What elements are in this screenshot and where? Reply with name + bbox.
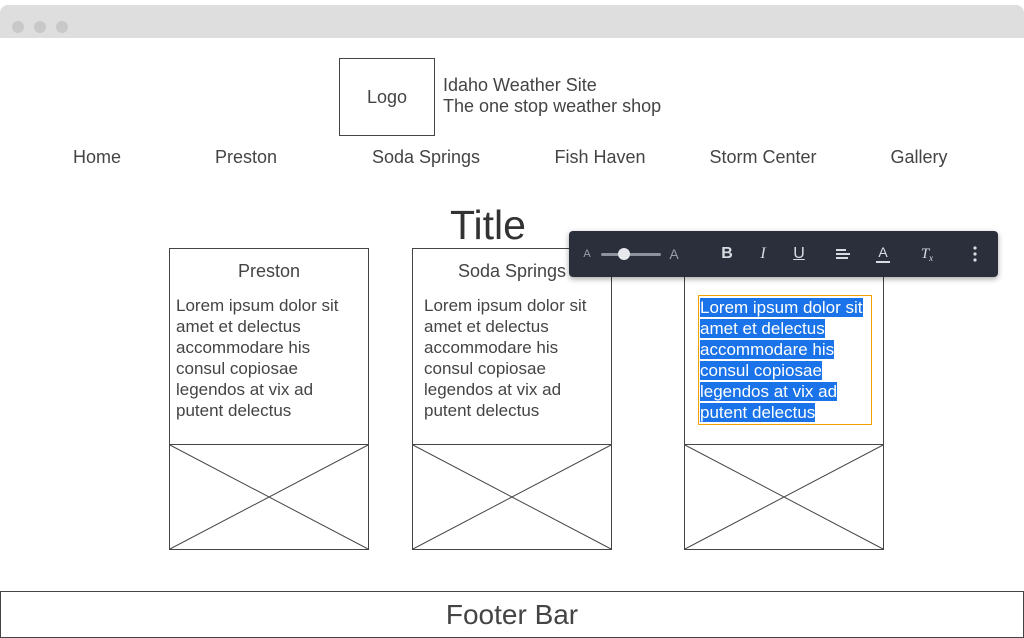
window-close-dot[interactable] <box>12 21 24 33</box>
nav-item-home[interactable]: Home <box>72 147 122 167</box>
logo-label: Logo <box>366 86 408 107</box>
font-size-slider-track[interactable] <box>601 253 661 256</box>
card-preston: Preston Lorem ipsum dolor sit amet et de… <box>169 248 369 550</box>
window-maximize-dot[interactable] <box>56 21 68 33</box>
align-icon <box>836 249 850 259</box>
logo-placeholder: Logo <box>339 58 435 136</box>
selected-text[interactable]: Lorem ipsum dolor sit amet et delectus a… <box>700 298 863 422</box>
image-placeholder <box>684 444 884 550</box>
window-titlebar <box>0 5 1024 38</box>
window-minimize-dot[interactable] <box>34 21 46 33</box>
nav-item-storm-center[interactable]: Storm Center <box>709 147 817 167</box>
underline-icon: U <box>793 245 805 262</box>
image-placeholder-cross-icon <box>413 445 611 549</box>
card-soda-springs: Soda Springs Lorem ipsum dolor sit amet … <box>412 248 612 550</box>
image-placeholder-cross-icon <box>685 445 883 549</box>
image-placeholder <box>412 444 612 550</box>
text-color-button[interactable]: A <box>872 231 894 277</box>
footer-label: Footer Bar <box>445 598 579 630</box>
font-size-slider-thumb[interactable] <box>618 248 630 260</box>
text-format-toolbar: A A B I U A Tx <box>569 231 998 277</box>
site-title: Idaho Weather Site <box>443 75 597 95</box>
text-color-icon: A <box>878 244 888 260</box>
font-size-small-icon: A <box>583 248 591 260</box>
card-text[interactable]: Lorem ipsum dolor sit amet et delectus a… <box>424 296 587 420</box>
font-size-large-icon: A <box>669 246 679 262</box>
card-third: Lorem ipsum dolor sit amet et delectus a… <box>684 248 884 550</box>
nav-item-gallery[interactable]: Gallery <box>890 147 948 167</box>
more-options-icon <box>973 246 977 262</box>
selected-text-block[interactable]: Lorem ipsum dolor sit amet et delectus a… <box>698 295 872 425</box>
italic-icon: I <box>760 245 766 262</box>
site-subtitle: The one stop weather shop <box>443 96 662 116</box>
footer-bar: Footer Bar <box>0 591 1024 638</box>
bold-button[interactable]: B <box>716 231 738 277</box>
underline-button[interactable]: U <box>788 231 810 277</box>
more-options-button[interactable] <box>964 231 986 277</box>
card-heading: Preston <box>237 261 301 281</box>
italic-button[interactable]: I <box>752 231 774 277</box>
align-button[interactable] <box>832 231 854 277</box>
card-heading: Soda Springs <box>457 261 567 281</box>
bold-icon: B <box>721 245 733 262</box>
card-text[interactable]: Lorem ipsum dolor sit amet et delectus a… <box>176 296 339 420</box>
image-placeholder-cross-icon <box>170 445 368 549</box>
image-placeholder <box>169 444 369 550</box>
clear-formatting-button[interactable]: Tx <box>916 231 938 277</box>
page-title: Title <box>450 202 526 248</box>
text-color-swatch <box>876 261 890 263</box>
nav-item-fish-haven[interactable]: Fish Haven <box>554 147 646 167</box>
nav-item-soda-springs[interactable]: Soda Springs <box>371 147 481 167</box>
nav-item-preston[interactable]: Preston <box>214 147 278 167</box>
clear-formatting-icon: Tx <box>920 245 934 263</box>
